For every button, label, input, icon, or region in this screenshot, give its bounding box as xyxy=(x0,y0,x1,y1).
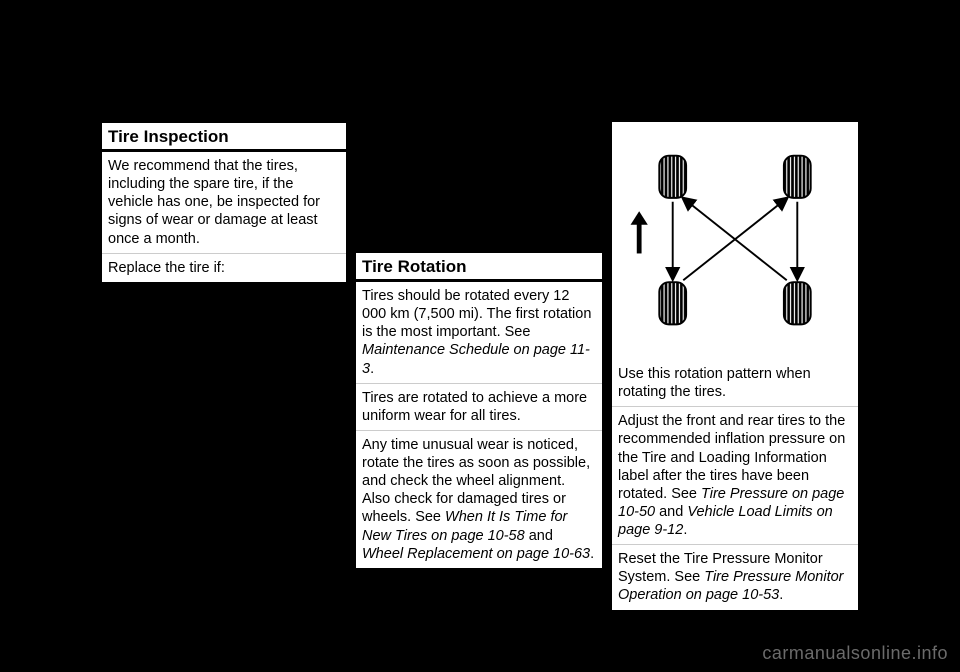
tire-rotation-heading: Tire Rotation xyxy=(356,252,602,279)
tire-rear-left xyxy=(659,282,686,324)
cross-reference: Maintenance Schedule on page 11-3 xyxy=(362,342,590,376)
body-text: Use this rotation pattern when rotating … xyxy=(612,360,858,406)
tire-inspection-heading: Tire Inspection xyxy=(102,122,346,149)
body-text: Tires should be rotated every 12 000 km … xyxy=(356,282,602,383)
text-run: and xyxy=(525,528,553,544)
body-text: Any time unusual wear is noticed, rotate… xyxy=(356,430,602,568)
manual-page: Tire Inspection We recommend that the ti… xyxy=(0,0,960,672)
watermark-text: carmanualsonline.info xyxy=(762,643,948,664)
forward-direction-arrow-icon xyxy=(631,211,648,253)
tire-rotation-diagram xyxy=(612,122,858,360)
column-1: Tire Inspection We recommend that the ti… xyxy=(102,122,346,282)
body-text: We recommend that the tires, including t… xyxy=(102,152,346,253)
tire-front-right xyxy=(784,156,811,198)
arrow-rr-to-fl xyxy=(685,200,787,281)
cross-reference: Wheel Replacement on page 10-63 xyxy=(362,546,590,562)
text-run: . xyxy=(370,361,374,377)
column-3: Use this rotation pattern when rotating … xyxy=(612,122,858,610)
text-run: Tires should be rotated every 12 000 km … xyxy=(362,288,591,340)
body-text: Tires are rotated to achieve a more unif… xyxy=(356,383,602,430)
text-run: . xyxy=(683,522,687,538)
tire-front-left xyxy=(659,156,686,198)
text-run: . xyxy=(590,546,594,562)
arrow-rl-to-fr xyxy=(683,200,785,281)
text-run: . xyxy=(779,587,783,603)
tire-rear-right xyxy=(784,282,811,324)
text-run: and xyxy=(655,504,687,520)
body-text: Replace the tire if: xyxy=(102,253,346,282)
body-text: Adjust the front and rear tires to the r… xyxy=(612,406,858,544)
body-text: Reset the Tire Pressure Monitor System. … xyxy=(612,544,858,609)
column-2: Tire Rotation Tires should be rotated ev… xyxy=(356,252,602,568)
